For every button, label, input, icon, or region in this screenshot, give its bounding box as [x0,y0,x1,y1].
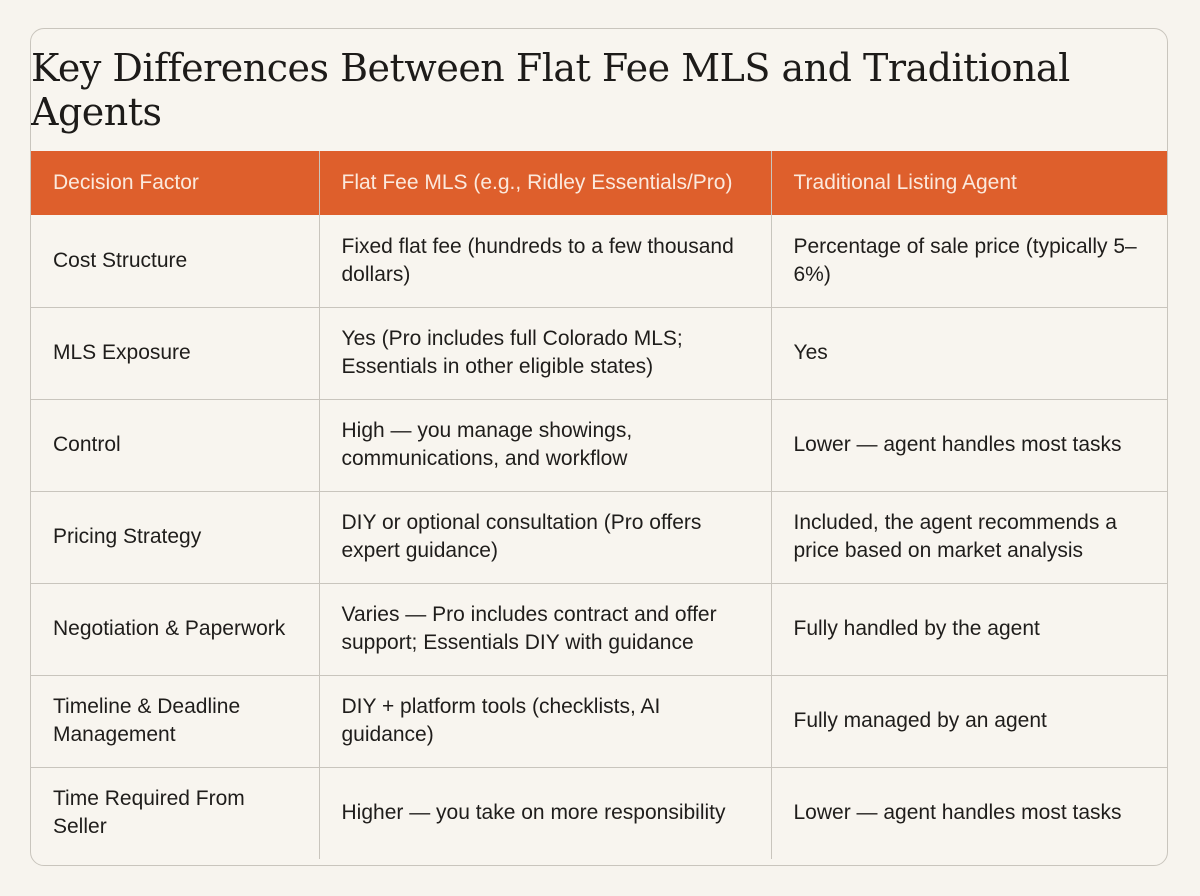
comparison-card: Key Differences Between Flat Fee MLS and… [30,28,1168,866]
row-traditional: Lower — agent handles most tasks [793,801,1122,825]
row-flat-fee: Fixed flat fee (hundreds to a few thousa… [319,215,772,308]
comparison-table: Decision Factor Flat Fee MLS (e.g., Ridl… [31,151,1167,859]
row-factor: Negotiation & Paperwork [31,583,320,676]
row-flat-fee: Varies — Pro includes contract and offer… [319,583,772,676]
row-factor: MLS Exposure [31,307,320,400]
row-flat-fee: DIY or optional consultation (Pro offers… [319,491,772,584]
header-decision-factor: Decision Factor [31,151,320,215]
row-traditional: Lower — agent handles most tasks [771,399,1167,492]
table-row: Cost Structure Fixed flat fee (hundreds … [31,215,1167,308]
row-factor: Time Required From Seller [31,767,320,859]
table-row: Pricing Strategy DIY or optional consult… [31,491,1167,584]
row-flat-fee: DIY + platform tools (checklists, AI gui… [319,675,772,768]
header-traditional-agent: Traditional Listing Agent [771,151,1167,215]
row-traditional: Yes [771,307,1167,400]
row-traditional: Fully managed by an agent [771,675,1167,768]
table-row: Negotiation & Paperwork Varies — Pro inc… [31,583,1167,676]
header-flat-fee-mls: Flat Fee MLS (e.g., Ridley Essentials/Pr… [319,151,772,215]
table-row: Control High — you manage showings, comm… [31,399,1167,492]
row-traditional: Percentage of sale price (typically 5–6%… [771,215,1167,308]
table-row: Time Required From Seller Higher — you t… [31,767,1167,859]
table-row: Timeline & Deadline Management DIY + pla… [31,675,1167,768]
row-flat-fee: Yes (Pro includes full Colorado MLS; Ess… [319,307,772,400]
row-factor: Pricing Strategy [31,491,320,584]
row-factor: Control [31,399,320,492]
row-traditional: Included, the agent recommends a price b… [771,491,1167,584]
row-factor: Timeline & Deadline Management [31,675,320,768]
row-flat-fee: Higher — you take on more responsibility [319,767,772,859]
page-title: Key Differences Between Flat Fee MLS and… [31,46,1070,134]
row-traditional: Fully handled by the agent [771,583,1167,676]
row-flat-fee: High — you manage showings, communicatio… [319,399,772,492]
table-header-row: Decision Factor Flat Fee MLS (e.g., Ridl… [31,151,1167,215]
table-row: MLS Exposure Yes (Pro includes full Colo… [31,307,1167,400]
row-factor: Cost Structure [31,215,320,308]
